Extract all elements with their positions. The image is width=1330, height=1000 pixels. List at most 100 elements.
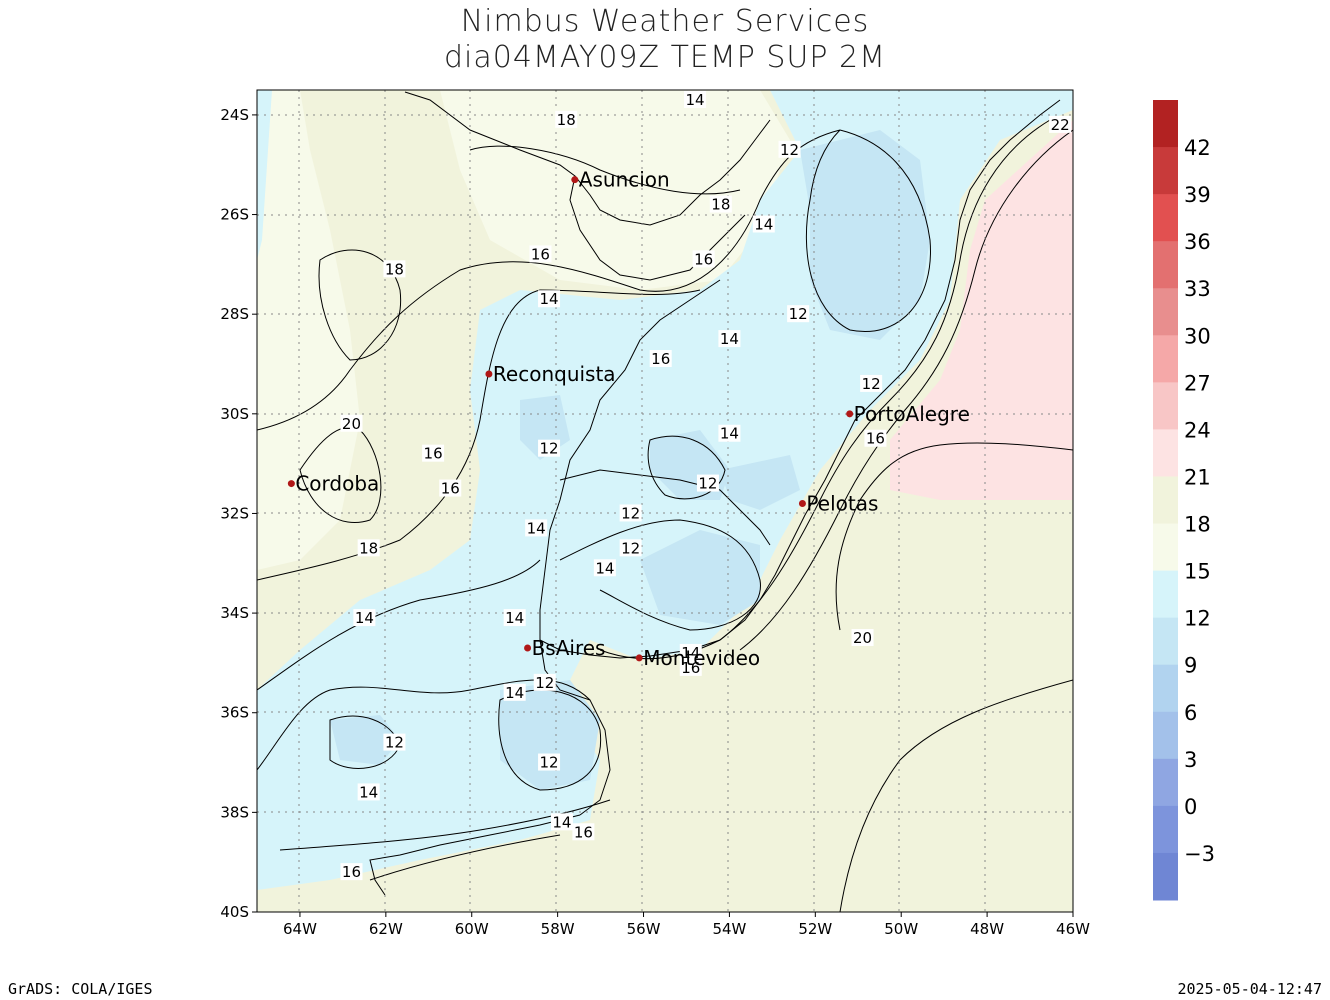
lat-label-40s: 40S bbox=[220, 903, 249, 921]
contour-label-text: 14 bbox=[527, 519, 546, 537]
contour-label-bg bbox=[357, 783, 380, 801]
colorbar-segment bbox=[1153, 570, 1178, 619]
contour-label: 12 bbox=[538, 439, 561, 458]
coastline-buenos-aires bbox=[539, 639, 611, 816]
contour-label-text: 12 bbox=[780, 141, 799, 159]
plot-frame bbox=[256, 89, 1074, 913]
contour-label-bg bbox=[696, 474, 719, 492]
contour-label-text: 12 bbox=[539, 754, 558, 772]
contour-label-text: 14 bbox=[686, 91, 705, 109]
colorbar-segment bbox=[1153, 476, 1178, 525]
colorbar-label: 12 bbox=[1184, 607, 1211, 631]
city-label-cordoba: Cordoba bbox=[295, 472, 379, 496]
contour-12-central bbox=[559, 519, 761, 631]
contour-label-bg bbox=[684, 90, 707, 108]
shade-9-12-f bbox=[330, 715, 400, 765]
contour-label-text: 12 bbox=[698, 475, 717, 493]
contour-label-bg bbox=[555, 110, 578, 128]
lon-label-62w: 62W bbox=[369, 920, 403, 938]
contour-label-bg bbox=[619, 504, 642, 522]
contour-label-text: 16 bbox=[681, 659, 700, 677]
border-argentina-uruguay bbox=[539, 279, 721, 640]
contour-label-bg bbox=[439, 479, 462, 497]
contour-label: 16 bbox=[572, 823, 595, 841]
contour-label-bg bbox=[529, 245, 552, 263]
city-marker-pelotas bbox=[798, 499, 806, 507]
colorbar-label: 30 bbox=[1184, 324, 1211, 348]
contour-label-text: 14 bbox=[355, 609, 374, 627]
contour-label-text: 16 bbox=[342, 863, 361, 881]
border-paraguay-north bbox=[404, 91, 771, 226]
lon-label-50w: 50W bbox=[884, 920, 918, 938]
contour-label: 18 bbox=[357, 539, 380, 557]
colorbar-segment bbox=[1153, 617, 1178, 666]
colorbar-label: 0 bbox=[1184, 795, 1197, 819]
colorbar-segment bbox=[1153, 382, 1178, 430]
city-marker-montevideo bbox=[635, 654, 643, 662]
contour-label: 12 bbox=[538, 753, 561, 772]
contour-label: 12 bbox=[860, 374, 883, 393]
colorbar-segment bbox=[1153, 852, 1178, 901]
lon-label-48w: 48W bbox=[970, 920, 1004, 938]
contour-label: 16 bbox=[340, 863, 363, 881]
lon-label-52w: 52W bbox=[798, 920, 832, 938]
contour-label: 12 bbox=[778, 140, 801, 159]
contour-label-text: 14 bbox=[359, 783, 378, 801]
contour-label-bg bbox=[422, 444, 445, 462]
city-marker-bsaires bbox=[524, 644, 532, 652]
colorbar-label: 15 bbox=[1184, 560, 1211, 584]
contour-label: 14 bbox=[718, 330, 741, 348]
colorbar-segment bbox=[1153, 335, 1178, 383]
city-label-asuncion: Asuncion bbox=[579, 168, 670, 192]
contour-label-bg bbox=[692, 250, 715, 268]
contour-label-text: 12 bbox=[621, 504, 640, 522]
contour-label: 12 bbox=[383, 733, 406, 752]
shade-15-18-west bbox=[257, 90, 360, 570]
colorbar-segment bbox=[1153, 288, 1178, 336]
contour-label-text: 16 bbox=[531, 245, 550, 263]
lat-label-32s: 32S bbox=[220, 504, 249, 522]
colorbar-label: 24 bbox=[1184, 418, 1211, 442]
contour-label-bg bbox=[340, 863, 363, 881]
contour-label-bg bbox=[340, 414, 363, 432]
contour-label-bg bbox=[353, 609, 376, 627]
contour-label-text: 16 bbox=[866, 430, 885, 448]
contour-label-bg bbox=[550, 813, 573, 831]
coastline bbox=[539, 99, 1061, 659]
footer-credit: GrADS: COLA/IGES bbox=[8, 980, 153, 998]
city-label-reconquista: Reconquista bbox=[493, 362, 616, 386]
colorbar-label: 3 bbox=[1184, 748, 1197, 772]
shade-18-21-southeast bbox=[560, 540, 1073, 912]
colorbar-label: 36 bbox=[1184, 230, 1211, 254]
lat-label-26s: 26S bbox=[220, 206, 249, 224]
contour-12-mid bbox=[647, 435, 726, 500]
shade-9-12-e bbox=[500, 680, 600, 790]
contour-label-text: 14 bbox=[539, 290, 558, 308]
graticule bbox=[257, 90, 1073, 912]
contour-label-text: 18 bbox=[711, 196, 730, 214]
footer-timestamp: 2025-05-04-12:47 bbox=[1177, 980, 1323, 998]
colorbar-segment bbox=[1153, 241, 1178, 289]
contour-label-bg bbox=[851, 629, 874, 646]
lon-label-56w: 56W bbox=[627, 920, 661, 938]
contour-label: 22 bbox=[1049, 115, 1072, 134]
contour-label-text: 12 bbox=[789, 305, 808, 323]
contour-label: 16 bbox=[864, 429, 887, 448]
contour-label: 16 bbox=[439, 479, 462, 498]
title-line-2: dia04MAY09Z TEMP SUP 2M bbox=[444, 40, 886, 75]
contour-label-text: 16 bbox=[424, 445, 443, 463]
contour-18-west bbox=[318, 249, 402, 361]
contour-label: 14 bbox=[679, 643, 702, 662]
contour-label-bg bbox=[538, 753, 561, 771]
contour-label: 12 bbox=[619, 504, 642, 522]
contour-label: 20 bbox=[851, 629, 874, 647]
contour-label-bg bbox=[778, 140, 801, 158]
contour-label-text: 14 bbox=[720, 425, 739, 443]
contour-label-bg bbox=[709, 195, 732, 213]
colorbar-segment bbox=[1153, 194, 1178, 242]
contour-label-text: 16 bbox=[694, 250, 713, 268]
contour-label: 14 bbox=[503, 683, 526, 702]
lat-label-34s: 34S bbox=[220, 604, 249, 622]
